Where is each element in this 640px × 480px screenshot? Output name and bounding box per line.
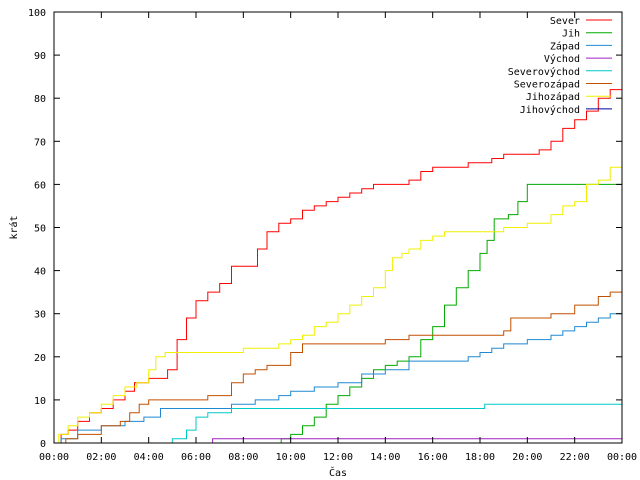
series-line-2 xyxy=(54,183,622,444)
y-tick-label: 60 xyxy=(34,180,46,191)
y-tick-label: 10 xyxy=(34,396,46,407)
plot-frame xyxy=(53,11,623,444)
series-line-5 xyxy=(54,403,622,444)
y-tick-label: 0 xyxy=(40,439,46,450)
legend-label: Severozápad xyxy=(514,79,580,91)
series-line-1 xyxy=(54,89,622,444)
series-line-7 xyxy=(54,162,623,444)
x-tick-label: 14:00 xyxy=(370,452,400,463)
x-tick-label: 04:00 xyxy=(134,452,164,463)
y-tick-label: 70 xyxy=(34,137,46,148)
y-axis-label: krát xyxy=(8,215,20,239)
legend-label: Severovýchod xyxy=(508,66,580,78)
y-tick-label: 90 xyxy=(34,51,46,62)
plot-marks xyxy=(54,89,623,444)
legend: Sever JihZápadVýchodSeverovýchodSeverozáp… xyxy=(508,16,612,116)
x-tick-label: 10:00 xyxy=(276,452,306,463)
legend-label: Východ xyxy=(544,53,580,65)
y-tick-label: 80 xyxy=(34,94,46,105)
y-tick-label: 20 xyxy=(34,353,46,364)
x-tick-label: 00:00 xyxy=(607,452,637,463)
y-tick-label: 100 xyxy=(28,8,46,19)
x-tick-label: 00:00 xyxy=(39,452,69,463)
y-axis-ticks: 0 10 20 30 40 50 60 70 80 90 100 xyxy=(28,8,622,450)
x-axis-ticks: 00:00 02:00 04:00 06:00 08:00 10:00 12:00 14:00… xyxy=(39,12,637,463)
legend-label: Sever xyxy=(550,16,580,27)
y-tick-label: 40 xyxy=(34,267,46,278)
x-tick-label: 02:00 xyxy=(86,452,116,463)
x-tick-label: 08:00 xyxy=(228,452,258,463)
x-tick-label: 22:00 xyxy=(560,452,590,463)
series-line-3 xyxy=(54,309,623,444)
series-line-6 xyxy=(54,287,623,444)
x-tick-label: 06:00 xyxy=(181,452,211,463)
legend-label: Jihozápad xyxy=(526,91,580,103)
x-tick-label: 18:00 xyxy=(465,452,495,463)
x-tick-label: 20:00 xyxy=(512,452,542,463)
x-tick-label: 12:00 xyxy=(323,452,353,463)
x-axis-label: Čas xyxy=(329,466,347,479)
y-tick-label: 30 xyxy=(34,310,46,321)
legend-label: Jih xyxy=(562,29,580,40)
legend-label: Západ xyxy=(550,40,580,52)
y-tick-label: 50 xyxy=(34,224,46,235)
legend-label: Jihovýchod xyxy=(520,104,580,116)
x-tick-label: 16:00 xyxy=(418,452,448,463)
